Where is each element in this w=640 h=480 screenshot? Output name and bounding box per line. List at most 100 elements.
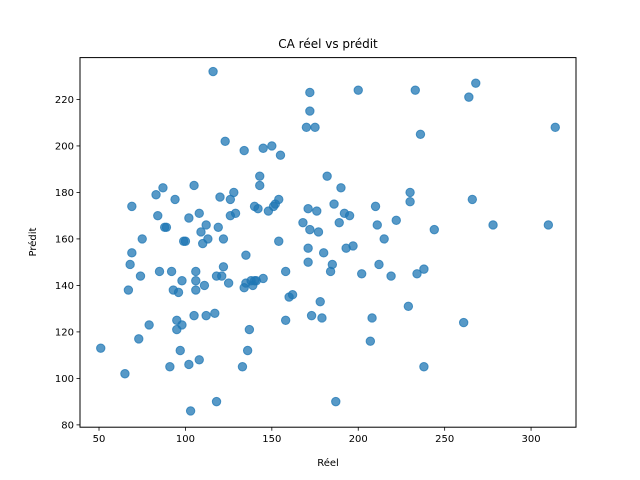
chart-title: CA réel vs prédit [278, 37, 378, 51]
scatter-point [280, 266, 291, 277]
scatter-point [170, 194, 180, 205]
scatter-point [213, 222, 223, 232]
scatter-point [211, 396, 222, 407]
scatter-point [334, 217, 344, 228]
scatter-point [550, 122, 560, 133]
x-tick-label: 300 [522, 434, 541, 445]
scatter-point [287, 290, 298, 300]
scatter-point [298, 217, 308, 228]
scatter-point [317, 313, 327, 323]
scatter-point [217, 271, 227, 281]
scatter-point [372, 220, 382, 230]
scatter-point [189, 180, 199, 191]
y-axis-label: Prédit [27, 227, 39, 256]
scatter-point [166, 266, 177, 277]
scatter-point [239, 145, 249, 156]
scatter-point [379, 234, 389, 244]
scatter-point [210, 308, 220, 318]
scatter-point [464, 92, 474, 102]
scatter-point [258, 273, 268, 284]
scatter-point [410, 85, 420, 95]
scatter-point [201, 310, 211, 321]
scatter-point [137, 234, 147, 244]
scatter-point [275, 150, 286, 160]
scatter-point [191, 285, 201, 295]
x-tick-label: 150 [262, 434, 281, 445]
scatter-point [306, 310, 317, 321]
scatter-point [189, 310, 199, 321]
y-axis-ticks: 80 100 120 140 160 180 200 220 [55, 95, 80, 431]
scatter-point [403, 301, 414, 312]
scatter-point [184, 359, 194, 370]
scatter-point [344, 210, 355, 221]
y-tick-label: 200 [55, 141, 74, 152]
scatter-point [177, 276, 187, 286]
scatter-point [144, 320, 154, 330]
scatter-point [471, 78, 481, 88]
scatter-point [543, 220, 554, 230]
scatter-point [173, 287, 184, 298]
scatter-point [367, 313, 377, 323]
x-tick-label: 250 [435, 434, 454, 445]
scatter-point [458, 317, 469, 328]
scatter-point [125, 259, 135, 270]
scatter-point [154, 266, 165, 277]
scatter-point [255, 180, 265, 191]
scatter-point [301, 122, 312, 133]
x-tick-label: 100 [176, 434, 195, 445]
y-tick-label: 140 [55, 281, 74, 292]
scatter-point [365, 336, 376, 346]
scatter-point [244, 324, 255, 335]
scatter-point [191, 276, 201, 286]
scatter-point [370, 201, 381, 212]
scatter-point [322, 171, 332, 181]
scatter-point [185, 406, 196, 416]
x-axis-label: Réel [317, 457, 339, 469]
x-axis-ticks: 50 100 150 200 250 300 [93, 427, 541, 445]
scatter-point [135, 271, 146, 281]
scatter-point [280, 315, 291, 325]
scatter-point [153, 210, 163, 221]
scatter-point [134, 334, 144, 344]
x-tick-label: 200 [349, 434, 368, 445]
scatter-point [258, 143, 268, 153]
x-tick-label: 50 [93, 434, 106, 445]
y-tick-label: 180 [55, 188, 74, 199]
scatter-point [329, 199, 339, 209]
scatter-point [237, 362, 248, 372]
scatter-point [305, 87, 315, 98]
y-tick-label: 100 [55, 374, 74, 385]
scatter-point [303, 243, 313, 253]
scatter-point [312, 206, 322, 216]
scatter-point [96, 343, 106, 353]
scatter-point [391, 215, 401, 226]
plot-frame [79, 57, 577, 428]
y-tick-label: 220 [55, 95, 74, 106]
scatter-point [199, 280, 210, 291]
scatter-point [253, 203, 263, 214]
y-tick-label: 80 [61, 420, 74, 431]
scatter-point [467, 194, 478, 205]
scatter-point [318, 248, 329, 258]
scatter-point [303, 203, 313, 214]
scatter-point [223, 278, 234, 288]
scatter-point [374, 259, 384, 270]
points-layer [96, 66, 560, 416]
scatter-point [274, 236, 284, 246]
scatter-point [194, 208, 204, 219]
scatter-point [229, 187, 239, 198]
scatter-point [151, 190, 161, 200]
scatter-point [127, 248, 137, 258]
scatter-point [303, 257, 313, 267]
scatter-point [412, 269, 422, 279]
scatter-point [405, 197, 415, 207]
scatter-point [255, 171, 265, 181]
y-tick-label: 120 [55, 327, 74, 338]
scatter-point [353, 85, 363, 95]
scatter-point [180, 236, 191, 246]
scatter-point [165, 362, 175, 372]
scatter-point [405, 187, 415, 198]
scatter-point [196, 227, 206, 237]
